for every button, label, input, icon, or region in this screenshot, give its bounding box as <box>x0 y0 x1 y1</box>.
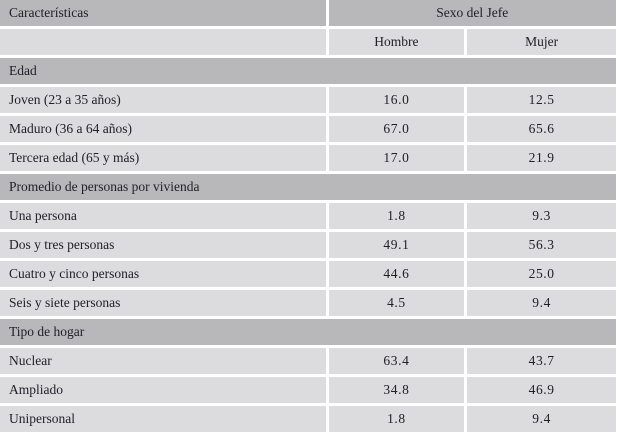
header-row-columns: Hombre Mujer <box>0 29 616 55</box>
value-hombre: 16.0 <box>328 87 465 113</box>
row-label: Una persona <box>0 203 326 229</box>
header-sexo-del-jefe: Sexo del Jefe <box>328 0 616 26</box>
table-row: Cuatro y cinco personas 44.6 25.0 <box>0 261 616 287</box>
value-mujer: 21.9 <box>467 145 616 171</box>
row-label: Joven (23 a 35 años) <box>0 87 326 113</box>
row-label: Dos y tres personas <box>0 232 326 258</box>
header-row-group: Características Sexo del Jefe <box>0 0 616 26</box>
table-row: Dos y tres personas 49.1 56.3 <box>0 232 616 258</box>
value-hombre: 63.4 <box>328 348 465 374</box>
table-row: Tercera edad (65 y más) 17.0 21.9 <box>0 145 616 171</box>
value-mujer: 12.5 <box>467 87 616 113</box>
section-title: Tipo de hogar <box>0 319 616 345</box>
value-hombre: 1.8 <box>328 406 465 432</box>
section-row-promedio: Promedio de personas por vivienda <box>0 174 616 200</box>
value-mujer: 65.6 <box>467 116 616 142</box>
section-title: Edad <box>0 58 616 84</box>
header-empty-cell <box>0 29 326 55</box>
section-row-tipo-de-hogar: Tipo de hogar <box>0 319 616 345</box>
section-row-edad: Edad <box>0 58 616 84</box>
table-row: Maduro (36 a 64 años) 67.0 65.6 <box>0 116 616 142</box>
value-hombre: 17.0 <box>328 145 465 171</box>
row-label: Ampliado <box>0 377 326 403</box>
table-row: Ampliado 34.8 46.9 <box>0 377 616 403</box>
value-hombre: 49.1 <box>328 232 465 258</box>
row-label: Maduro (36 a 64 años) <box>0 116 326 142</box>
value-mujer: 9.3 <box>467 203 616 229</box>
header-characteristics: Características <box>0 0 326 26</box>
value-hombre: 67.0 <box>328 116 465 142</box>
table-row: Joven (23 a 35 años) 16.0 12.5 <box>0 87 616 113</box>
value-hombre: 44.6 <box>328 261 465 287</box>
value-hombre: 34.8 <box>328 377 465 403</box>
table-row: Unipersonal 1.8 9.4 <box>0 406 616 432</box>
section-title: Promedio de personas por vivienda <box>0 174 616 200</box>
table-row: Nuclear 63.4 43.7 <box>0 348 616 374</box>
row-label: Nuclear <box>0 348 326 374</box>
value-mujer: 43.7 <box>467 348 616 374</box>
value-mujer: 9.4 <box>467 290 616 316</box>
value-mujer: 56.3 <box>467 232 616 258</box>
header-col-mujer: Mujer <box>467 29 616 55</box>
value-hombre: 1.8 <box>328 203 465 229</box>
row-label: Tercera edad (65 y más) <box>0 145 326 171</box>
row-label: Cuatro y cinco personas <box>0 261 326 287</box>
header-col-hombre: Hombre <box>328 29 465 55</box>
value-hombre: 4.5 <box>328 290 465 316</box>
table-row: Una persona 1.8 9.3 <box>0 203 616 229</box>
row-label: Unipersonal <box>0 406 326 432</box>
value-mujer: 25.0 <box>467 261 616 287</box>
row-label: Seis y siete personas <box>0 290 326 316</box>
value-mujer: 46.9 <box>467 377 616 403</box>
table-row: Seis y siete personas 4.5 9.4 <box>0 290 616 316</box>
value-mujer: 9.4 <box>467 406 616 432</box>
